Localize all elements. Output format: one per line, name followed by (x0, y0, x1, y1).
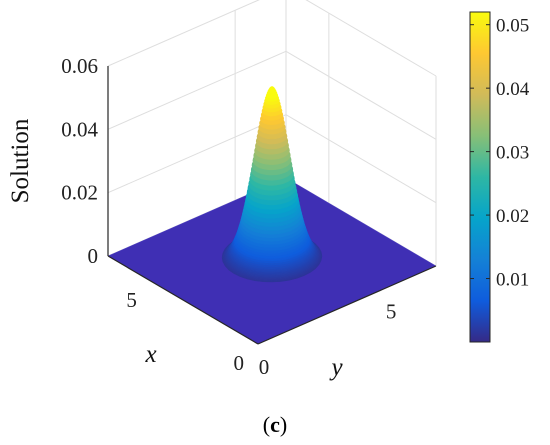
caption-close: ) (280, 412, 287, 437)
colorbar-tick-label: 0.03 (496, 143, 529, 164)
figure-caption: (c) (263, 412, 287, 437)
x-tick-label: 0 (234, 351, 245, 375)
grid-line-z-3 (107, 0, 437, 77)
tick-labels: 0 0.02 0.04 0.06 0 5 0 5 (61, 54, 396, 379)
colorbar-tick-label: 0.01 (496, 270, 529, 291)
z-tick-label: 0.02 (61, 181, 98, 205)
x-tick-label: 5 (126, 288, 137, 312)
colorbar-ticks: 0.01 0.02 0.03 0.04 0.05 (470, 16, 530, 291)
colorbar (469, 11, 491, 343)
y-axis-label: y (328, 354, 343, 381)
axes-lines (107, 66, 437, 345)
z-tick-label: 0 (88, 244, 99, 268)
y-tick-label: 5 (386, 299, 397, 323)
surface-peak (221, 86, 323, 283)
y-tick-label: 0 (259, 355, 270, 379)
y-axis-line (257, 265, 437, 345)
caption-letter: c (270, 412, 280, 437)
peak-ring (270, 86, 274, 88)
z-tick-label: 0.04 (61, 117, 98, 141)
axes-grid (107, 0, 437, 267)
colorbar-tick-label: 0.02 (496, 206, 529, 227)
colorbar-tick-label: 0.05 (496, 16, 529, 37)
z-tick-label: 0.06 (61, 54, 98, 78)
x-axis-label: x (144, 341, 156, 368)
colorbar-tick-label: 0.04 (496, 79, 530, 100)
x-axis-line (107, 255, 259, 345)
caption-open: ( (263, 412, 270, 437)
z-axis-label: Solution (7, 118, 34, 203)
